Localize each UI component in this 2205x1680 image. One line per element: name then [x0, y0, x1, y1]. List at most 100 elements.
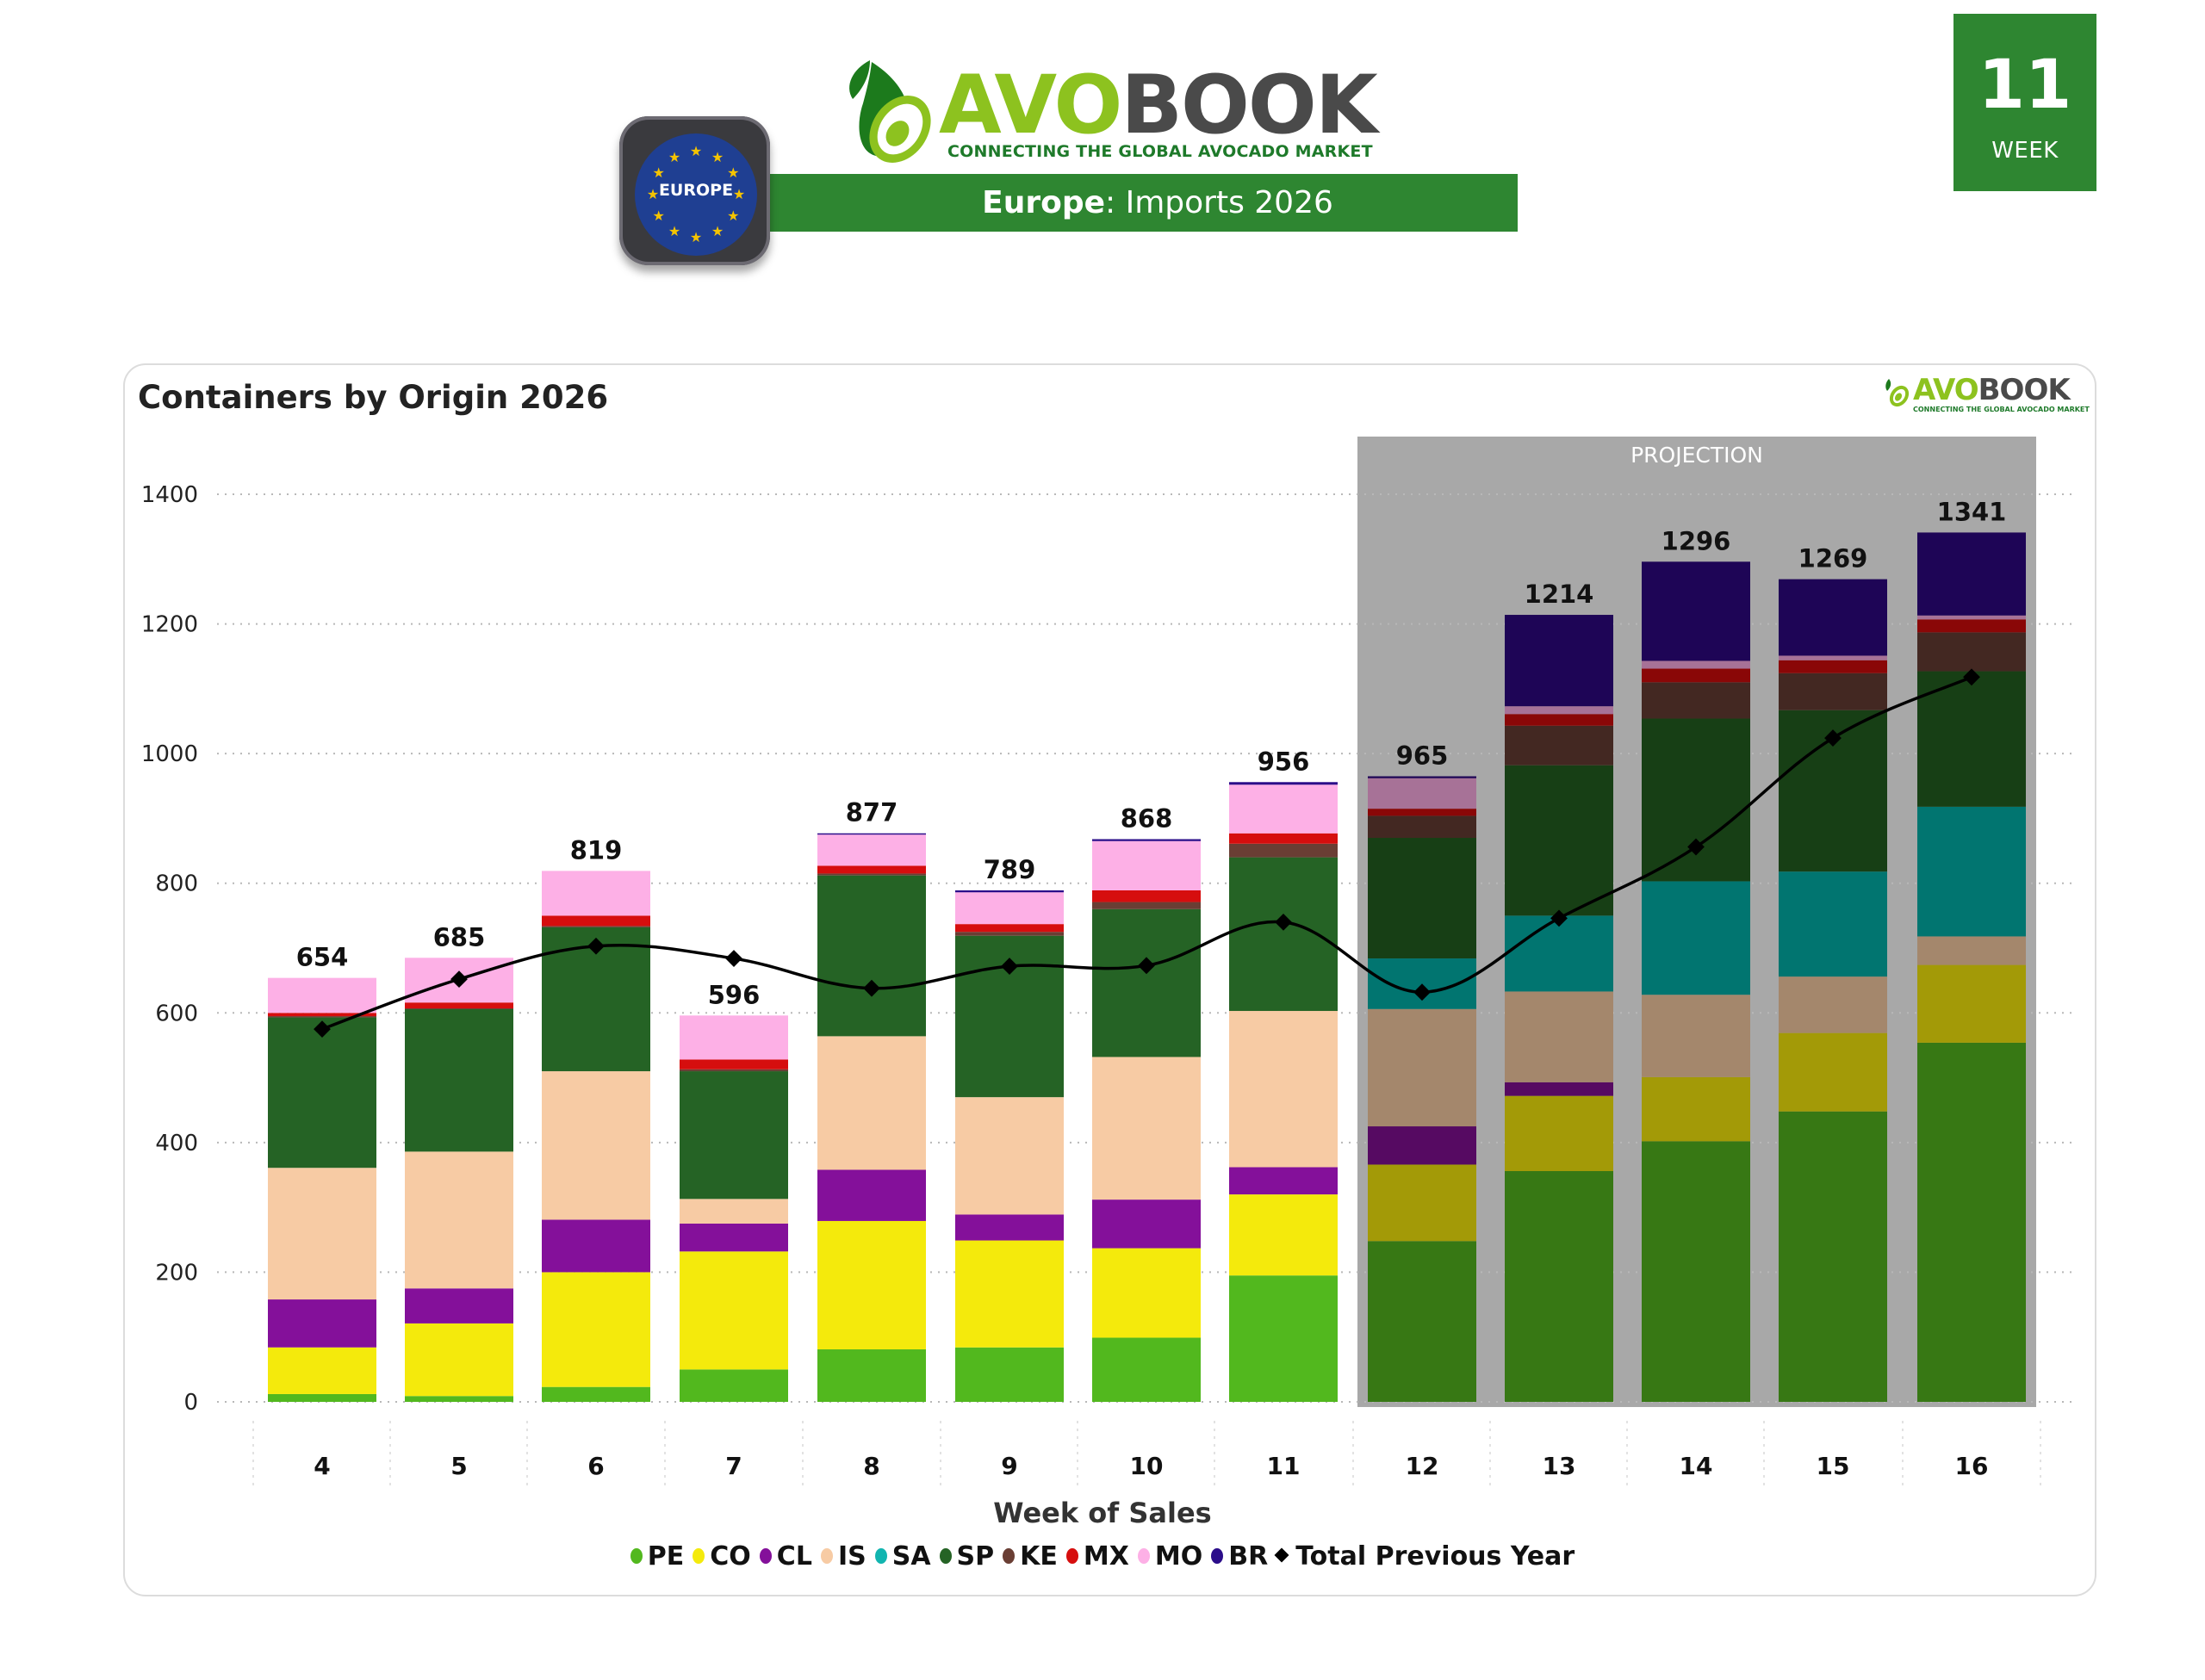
bar-stack	[268, 977, 376, 1402]
bar-segment-is	[1642, 995, 1750, 1077]
bar-segment-mx	[1368, 809, 1476, 816]
legend-item-br[interactable]: BR	[1211, 1541, 1268, 1572]
bar-segment-cl	[405, 1288, 513, 1324]
x-axis-title: Week of Sales	[993, 1497, 1212, 1529]
previous-year-marker	[1001, 958, 1018, 975]
bar-segment-is	[405, 1151, 513, 1289]
previous-year-marker	[725, 950, 742, 967]
x-tick-label: 8	[863, 1452, 879, 1480]
bar-segment-sp	[680, 1071, 788, 1200]
bar-segment-is	[1229, 1011, 1338, 1168]
legend-dot-icon	[693, 1547, 705, 1564]
y-tick-label: 400	[155, 1131, 198, 1156]
bar-segment-co	[542, 1272, 650, 1387]
legend-label: MO	[1154, 1541, 1203, 1572]
legend-item-previous-year[interactable]: Total Previous Year	[1274, 1541, 1575, 1572]
bar-segment-ke	[955, 932, 1064, 936]
brand-tagline: CONNECTING THE GLOBAL AVOCADO MARKET	[947, 142, 1373, 161]
week-indicator: 11 WEEK	[1953, 14, 2096, 191]
bar-segment-cl	[955, 1214, 1064, 1241]
bar-segment-cl	[1092, 1200, 1201, 1249]
bar-segment-mx	[1505, 714, 1613, 726]
star-icon: ★	[646, 186, 660, 202]
bar-stack	[405, 958, 513, 1402]
bar-segment-ke	[1505, 725, 1613, 766]
previous-year-marker	[1687, 838, 1705, 856]
bar-segment-pe	[1092, 1337, 1201, 1402]
bar-segment-ke	[1917, 632, 2026, 672]
legend-label: PE	[647, 1541, 685, 1572]
y-tick-label: 800	[155, 871, 198, 897]
legend-item-is[interactable]: IS	[820, 1541, 866, 1572]
y-tick-label: 200	[155, 1260, 198, 1286]
legend-dot-icon	[820, 1547, 833, 1564]
legend-item-mo[interactable]: MO	[1137, 1541, 1203, 1572]
bar-segment-co	[1642, 1076, 1750, 1142]
bar-segment-co	[1229, 1194, 1338, 1276]
legend-item-mx[interactable]: MX	[1065, 1541, 1129, 1572]
bar-segment-mo	[1917, 615, 2026, 620]
card-logo-avo: AVO	[1913, 373, 1979, 407]
total-label: 877	[846, 798, 898, 828]
bar-segment-mo	[955, 892, 1064, 925]
x-tick-label: 5	[450, 1452, 467, 1480]
bar-segment-mo	[680, 1015, 788, 1060]
legend-item-sa[interactable]: SA	[874, 1541, 931, 1572]
bar-segment-co	[817, 1220, 926, 1350]
star-icon: ★	[711, 223, 724, 240]
bar-segment-cl	[1505, 1082, 1613, 1096]
legend-item-co[interactable]: CO	[693, 1541, 751, 1572]
bar-segment-is	[1368, 1008, 1476, 1127]
y-tick-label: 1400	[141, 482, 198, 508]
bar-stack	[680, 1015, 788, 1402]
legend-item-ke[interactable]: KE	[1003, 1541, 1058, 1572]
x-tick-label: 7	[725, 1452, 742, 1480]
bar-segment-pe	[268, 1393, 376, 1402]
star-icon: ★	[711, 148, 724, 165]
bar-segment-br	[1229, 782, 1338, 785]
bar-stack	[817, 833, 926, 1402]
legend-label: SA	[891, 1541, 931, 1572]
bar-segment-cl	[1368, 1126, 1476, 1165]
legend-item-sp[interactable]: SP	[939, 1541, 994, 1572]
previous-year-marker	[863, 979, 880, 997]
bar-segment-sp	[1092, 908, 1201, 1057]
star-icon: ★	[727, 208, 740, 224]
bar-segment-sa	[1505, 915, 1613, 992]
eu-stars-icon: ★ ★ ★ ★ ★ ★ ★ ★ ★ ★ ★ ★	[635, 133, 757, 256]
bar-segment-sp	[1642, 718, 1750, 882]
y-tick-label: 1200	[141, 612, 198, 638]
legend-dot-icon	[874, 1547, 887, 1564]
brand-book: BOOK	[1121, 59, 1377, 152]
x-tick-label: 14	[1680, 1452, 1713, 1480]
total-label: 956	[1258, 747, 1310, 776]
bar-segment-br	[1917, 532, 2026, 616]
legend-item-pe[interactable]: PE	[630, 1541, 684, 1572]
bar-segment-ke	[1229, 843, 1338, 858]
legend-dot-icon	[1137, 1547, 1150, 1564]
previous-year-marker	[314, 1020, 331, 1038]
star-icon: ★	[689, 229, 703, 245]
title-banner	[763, 174, 1518, 232]
legend-item-cl[interactable]: CL	[759, 1541, 812, 1572]
bar-segment-cl	[268, 1299, 376, 1348]
total-label: 789	[984, 855, 1036, 884]
card-logo-book: BOOK	[1978, 373, 2071, 407]
region-name: Europe	[982, 185, 1106, 220]
bar-segment-sp	[1505, 765, 1613, 916]
previous-year-marker	[1275, 913, 1292, 931]
bar-segment-co	[955, 1240, 1064, 1348]
bar-segment-co	[1505, 1095, 1613, 1171]
bar-segment-is	[1779, 976, 1887, 1033]
bar-segment-ke	[817, 873, 926, 876]
bar-segment-sp	[1229, 857, 1338, 1012]
legend-dot-icon	[1065, 1547, 1078, 1564]
total-label: 1341	[1937, 497, 2007, 526]
total-label: 819	[570, 835, 623, 865]
legend-label: CO	[710, 1541, 751, 1572]
bar-segment-cl	[817, 1169, 926, 1221]
x-tick-label: 11	[1267, 1452, 1301, 1480]
bar-segment-co	[1368, 1164, 1476, 1242]
legend-label: IS	[837, 1541, 866, 1572]
